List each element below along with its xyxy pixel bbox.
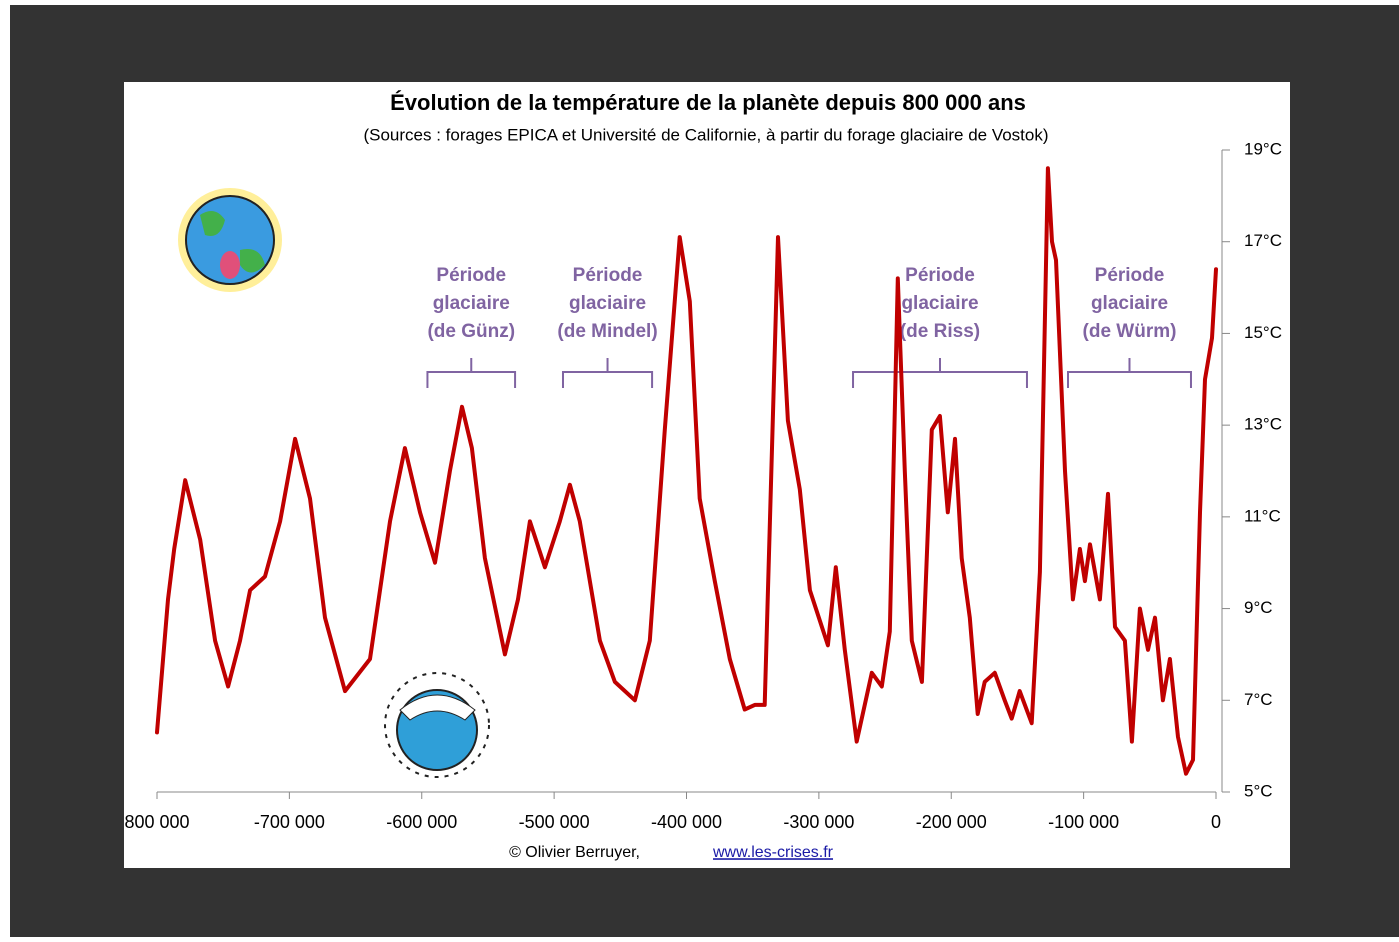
period-label: Période xyxy=(905,265,975,286)
page: Évolution de la température de la planèt… xyxy=(0,0,1399,937)
period-label: glaciaire xyxy=(433,293,510,314)
period-label: (de Riss) xyxy=(900,321,980,342)
y-tick-label: 11°C xyxy=(1244,506,1281,525)
chart-subtitle: (Sources : forages EPICA et Université d… xyxy=(363,125,1048,144)
x-tick-label: -400 000 xyxy=(651,812,722,832)
link[interactable]: www.les-crises.fr xyxy=(712,844,834,861)
period-label: glaciaire xyxy=(901,293,978,314)
x-tick-label: -500 000 xyxy=(519,812,590,832)
x-tick-label: -700 000 xyxy=(254,812,325,832)
y-tick-label: 19°C xyxy=(1244,139,1282,158)
period-label: Période xyxy=(573,265,643,286)
period-label: Période xyxy=(1095,265,1165,286)
period-label: (de Mindel) xyxy=(557,321,657,342)
x-tick-label: -300 000 xyxy=(783,812,854,832)
period-label: (de Günz) xyxy=(427,321,515,342)
period-label: (de Würm) xyxy=(1083,321,1177,342)
x-tick-label: -600 000 xyxy=(386,812,457,832)
cold-planet xyxy=(385,673,489,777)
x-tick-label: 800 000 xyxy=(124,812,189,832)
period-label: Période xyxy=(436,265,506,286)
y-tick-label: 17°C xyxy=(1244,231,1282,250)
x-tick-label: -200 000 xyxy=(916,812,987,832)
y-tick-label: 13°C xyxy=(1244,415,1282,434)
x-tick-label: 0 xyxy=(1211,812,1221,832)
hot-planet xyxy=(178,188,282,292)
y-tick-label: 7°C xyxy=(1244,690,1273,709)
chart-area xyxy=(124,82,1290,868)
x-tick-label: -100 000 xyxy=(1048,812,1119,832)
period-label: glaciaire xyxy=(1091,293,1168,314)
period-label: glaciaire xyxy=(569,293,646,314)
footer: © Olivier Berruyer, xyxy=(509,844,640,861)
y-tick-label: 5°C xyxy=(1244,781,1273,800)
y-tick-label: 9°C xyxy=(1244,598,1273,617)
chart-title: Évolution de la température de la planèt… xyxy=(390,90,1026,115)
y-tick-label: 15°C xyxy=(1244,323,1282,342)
